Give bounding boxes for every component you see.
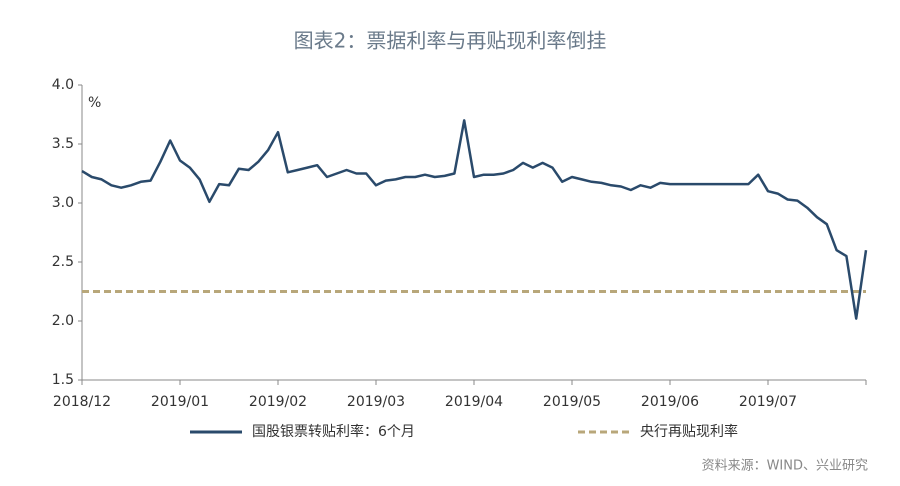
y-tick-label: 3.5 xyxy=(52,136,74,152)
y-tick-label: 4.0 xyxy=(52,77,74,93)
y-tick-label: 2.0 xyxy=(52,313,74,329)
x-tick-label: 2019/03 xyxy=(347,394,405,410)
series-line xyxy=(81,119,868,320)
y-tick-label: 2.5 xyxy=(52,254,74,270)
x-tick-label: 2019/06 xyxy=(641,394,699,410)
chart-title: 图表2：票据利率与再贴现利率倒挂 xyxy=(294,29,607,53)
legend-label: 国股银票转贴利率：6个月 xyxy=(252,423,415,440)
x-tick-label: 2019/05 xyxy=(543,394,601,410)
x-tick-label: 2019/01 xyxy=(151,394,209,410)
source: 资料来源：WIND、兴业研究 xyxy=(702,459,868,474)
x-tick-label: 2019/07 xyxy=(739,394,797,410)
unit-label: % xyxy=(88,95,101,111)
x-tick-label: 2019/04 xyxy=(445,394,503,410)
y-tick-label: 1.5 xyxy=(52,372,74,388)
x-tick-label: 2018/12 xyxy=(53,394,111,410)
x-tick-label: 2019/02 xyxy=(249,394,307,410)
y-tick-label: 3.0 xyxy=(52,195,74,211)
legend-label: 央行再贴现利率 xyxy=(640,423,738,440)
